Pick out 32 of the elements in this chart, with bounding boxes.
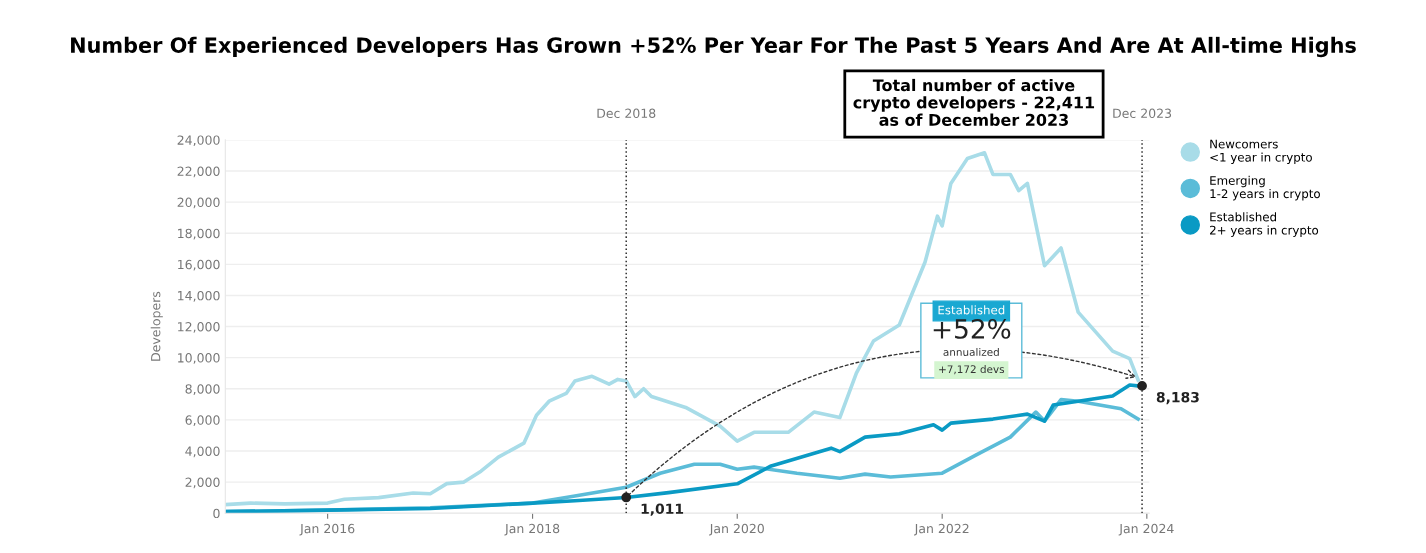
y-tick-label: 14,000	[178, 290, 220, 302]
annotation: 8,183	[1156, 391, 1199, 405]
y-tick-label: 22,000	[177, 166, 220, 178]
ref-line-label: Dec 2018	[597, 108, 656, 119]
x-tick-label: Jan 2020	[709, 523, 764, 536]
y-tick-label: 8,000	[185, 384, 220, 395]
x-tick-label: Jan 2022	[914, 523, 969, 536]
x-tick-label: Jan 2018	[504, 523, 560, 536]
x-tick-label: Jan 2016	[299, 523, 355, 536]
legend-label: Newcomers <1 year in crypto	[1210, 139, 1312, 164]
y-axis-title: Developers	[150, 291, 163, 361]
y-tick-label: 4,000	[185, 446, 220, 458]
y-tick-label: 12,000	[178, 322, 220, 333]
y-tick-label: 24,000	[177, 135, 220, 147]
text: Total number of active crypto developers - 22,411 as of December 2023	[853, 78, 1095, 126]
annotation: +52%	[933, 318, 1011, 339]
annotation: 1,011	[641, 503, 684, 516]
y-tick-label: 0	[213, 508, 220, 519]
legend-label: Emerging 1-2 years in crypto	[1210, 175, 1320, 201]
legend-label: Established 2+ years in crypto	[1210, 212, 1319, 237]
annotation: +7,172 devs	[939, 365, 1005, 375]
annotation: Established	[938, 305, 1005, 315]
y-tick-label: 6,000	[185, 415, 220, 427]
y-tick-label: 18,000	[178, 228, 220, 240]
y-tick-label: 2,000	[185, 477, 220, 489]
x-tick-label: Jan 2024	[1118, 523, 1174, 536]
y-tick-label: 10,000	[178, 353, 220, 364]
y-tick-label: 20,000	[177, 197, 220, 209]
chart-title: Number Of Experienced Developers Has Grown +52% Per Year For The Past 5 Years And Are At All-time Highs	[71, 36, 1356, 58]
ref-line-label: Dec 2023	[1113, 108, 1172, 119]
y-tick-label: 16,000	[178, 259, 220, 271]
annotation: annualized	[943, 347, 999, 357]
